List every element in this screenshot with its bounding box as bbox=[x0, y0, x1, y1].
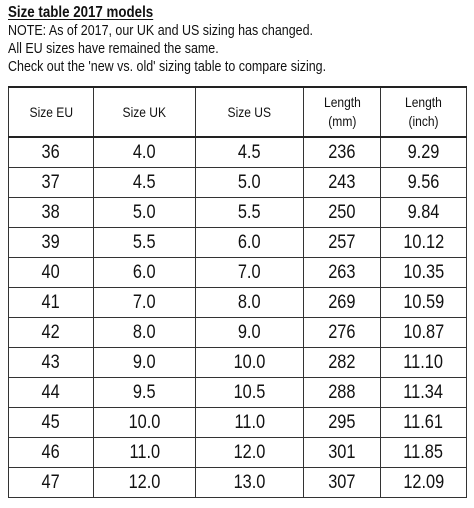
cell-size-uk: 11.0 bbox=[93, 437, 196, 468]
table-row: 37 4.5 5.0 243 9.56 bbox=[8, 167, 467, 198]
cell-size-uk: 4.0 bbox=[93, 136, 196, 168]
header: Size table 2017 models NOTE: As of 2017,… bbox=[8, 4, 468, 76]
cell-length-mm: 269 bbox=[303, 287, 381, 318]
cell-length-mm: 276 bbox=[303, 317, 381, 348]
cell-size-us: 13.0 bbox=[195, 467, 304, 498]
cell-size-eu: 44 bbox=[8, 377, 94, 408]
cell-size-eu: 39 bbox=[8, 227, 94, 258]
cell-length-inch: 10.35 bbox=[380, 257, 467, 288]
cell-length-inch: 10.87 bbox=[380, 317, 467, 348]
note-line: All EU sizes have remained the same. bbox=[8, 41, 219, 57]
cell-size-us: 7.0 bbox=[195, 257, 304, 288]
cell-size-eu: 43 bbox=[8, 347, 94, 378]
cell-length-inch: 9.56 bbox=[380, 167, 467, 198]
cell-size-uk: 8.0 bbox=[93, 317, 196, 348]
cell-size-eu: 46 bbox=[8, 437, 94, 468]
cell-length-inch: 9.29 bbox=[380, 136, 467, 168]
cell-size-us: 11.0 bbox=[195, 407, 304, 438]
table-row: 39 5.5 6.0 257 10.12 bbox=[8, 227, 467, 258]
size-table: Size EU Size UK Size US Length (mm) Lengt… bbox=[8, 86, 467, 498]
cell-size-us: 4.5 bbox=[195, 136, 304, 168]
cell-size-us: 8.0 bbox=[195, 287, 304, 318]
cell-length-mm: 282 bbox=[303, 347, 381, 378]
table-row: 46 11.0 12.0 301 11.85 bbox=[8, 437, 467, 468]
cell-length-inch: 12.09 bbox=[380, 467, 467, 498]
cell-size-us: 5.0 bbox=[195, 167, 304, 198]
cell-size-uk: 4.5 bbox=[93, 167, 196, 198]
header-length-mm: Length (mm) bbox=[303, 86, 381, 138]
cell-size-uk: 7.0 bbox=[93, 287, 196, 318]
note-line: Check out the 'new vs. old' sizing table… bbox=[8, 59, 327, 75]
page-title: Size table 2017 models bbox=[8, 4, 154, 21]
cell-length-mm: 288 bbox=[303, 377, 381, 408]
table-row: 43 9.0 10.0 282 11.10 bbox=[8, 347, 467, 378]
cell-length-inch: 11.85 bbox=[380, 437, 467, 468]
table-header-row: Size EU Size UK Size US Length (mm) Lengt… bbox=[8, 86, 467, 138]
cell-length-inch: 10.59 bbox=[380, 287, 467, 318]
cell-length-mm: 295 bbox=[303, 407, 381, 438]
cell-length-inch: 11.34 bbox=[380, 377, 467, 408]
cell-length-mm: 257 bbox=[303, 227, 381, 258]
header-size-eu: Size EU bbox=[8, 86, 94, 138]
cell-size-eu: 38 bbox=[8, 197, 94, 228]
table-row: 41 7.0 8.0 269 10.59 bbox=[8, 287, 467, 318]
cell-size-uk: 9.0 bbox=[93, 347, 196, 378]
note-line: NOTE: As of 2017, our UK and US sizing h… bbox=[8, 23, 314, 39]
cell-size-us: 10.0 bbox=[195, 347, 304, 378]
cell-size-uk: 12.0 bbox=[93, 467, 196, 498]
table-row: 47 12.0 13.0 307 12.09 bbox=[8, 467, 467, 498]
cell-size-us: 12.0 bbox=[195, 437, 304, 468]
cell-length-mm: 243 bbox=[303, 167, 381, 198]
cell-size-eu: 37 bbox=[8, 167, 94, 198]
header-size-us: Size US bbox=[195, 86, 304, 138]
cell-size-uk: 5.0 bbox=[93, 197, 196, 228]
table-row: 42 8.0 9.0 276 10.87 bbox=[8, 317, 467, 348]
cell-size-eu: 42 bbox=[8, 317, 94, 348]
cell-size-us: 10.5 bbox=[195, 377, 304, 408]
cell-length-mm: 236 bbox=[303, 136, 381, 168]
cell-size-eu: 40 bbox=[8, 257, 94, 288]
cell-length-inch: 11.10 bbox=[380, 347, 467, 378]
cell-length-inch: 9.84 bbox=[380, 197, 467, 228]
cell-size-uk: 5.5 bbox=[93, 227, 196, 258]
cell-size-uk: 6.0 bbox=[93, 257, 196, 288]
cell-size-eu: 36 bbox=[8, 136, 94, 168]
cell-length-inch: 11.61 bbox=[380, 407, 467, 438]
cell-length-inch: 10.12 bbox=[380, 227, 467, 258]
cell-size-eu: 45 bbox=[8, 407, 94, 438]
cell-size-uk: 10.0 bbox=[93, 407, 196, 438]
table-row: 45 10.0 11.0 295 11.61 bbox=[8, 407, 467, 438]
cell-length-mm: 263 bbox=[303, 257, 381, 288]
cell-size-eu: 41 bbox=[8, 287, 94, 318]
table-row: 38 5.0 5.5 250 9.84 bbox=[8, 197, 467, 228]
table-body: 36 4.0 4.5 236 9.29 37 4.5 5.0 243 9.56 … bbox=[8, 136, 467, 498]
table-row: 40 6.0 7.0 263 10.35 bbox=[8, 257, 467, 288]
table-row: 36 4.0 4.5 236 9.29 bbox=[8, 136, 467, 168]
cell-length-mm: 307 bbox=[303, 467, 381, 498]
table-row: 44 9.5 10.5 288 11.34 bbox=[8, 377, 467, 408]
header-length-inch: Length (inch) bbox=[380, 86, 467, 138]
cell-size-uk: 9.5 bbox=[93, 377, 196, 408]
cell-length-mm: 301 bbox=[303, 437, 381, 468]
cell-size-eu: 47 bbox=[8, 467, 94, 498]
cell-size-us: 5.5 bbox=[195, 197, 304, 228]
cell-size-us: 6.0 bbox=[195, 227, 304, 258]
header-size-uk: Size UK bbox=[93, 86, 196, 138]
cell-length-mm: 250 bbox=[303, 197, 381, 228]
cell-size-us: 9.0 bbox=[195, 317, 304, 348]
